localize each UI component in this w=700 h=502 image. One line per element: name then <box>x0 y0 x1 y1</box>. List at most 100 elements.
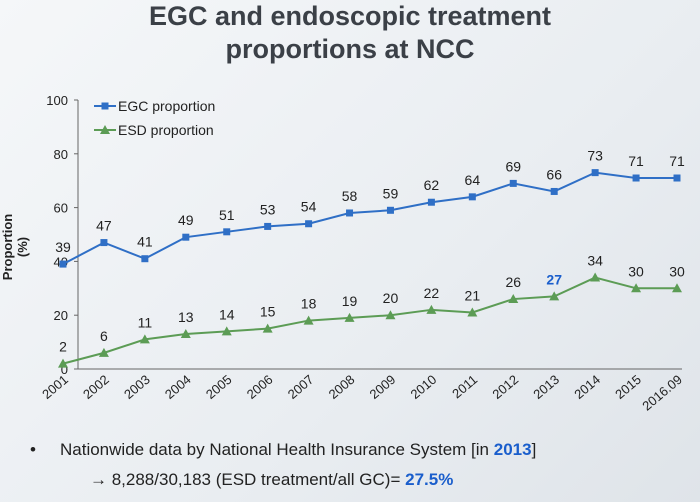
bullet-icon: • <box>30 440 36 459</box>
series-line-egc <box>62 171 677 265</box>
data-label-esd: 15 <box>260 304 276 320</box>
data-point-esd <box>672 283 682 293</box>
data-label-egc: 59 <box>383 185 399 201</box>
data-label-egc: 71 <box>628 153 644 169</box>
data-label-esd: 21 <box>465 288 481 304</box>
y-tick-label: 20 <box>54 308 68 323</box>
data-label-esd: 22 <box>424 285 440 301</box>
data-label-esd: 30 <box>669 263 685 279</box>
data-label-egc: 73 <box>587 148 603 164</box>
y-tick-label: 60 <box>54 201 68 216</box>
data-point-esd <box>221 326 232 336</box>
data-point-egc <box>305 220 313 228</box>
data-point-egc <box>223 228 231 236</box>
data-point-esd <box>549 291 560 301</box>
data-point-esd <box>631 283 642 293</box>
data-point-esd <box>180 329 191 339</box>
x-tick-label: 2005 <box>203 372 235 402</box>
data-label-egc: 49 <box>178 212 194 228</box>
data-label-esd: 2 <box>59 339 67 355</box>
data-label-esd: 27 <box>546 271 562 287</box>
data-label-egc: 47 <box>96 218 112 234</box>
legend-label: ESD proportion <box>118 122 214 138</box>
x-tick-label: 2006 <box>244 372 276 402</box>
data-point-egc <box>346 209 354 217</box>
data-point-egc <box>468 193 476 201</box>
x-tick-label: 2011 <box>449 372 480 401</box>
data-label-egc: 58 <box>342 188 358 204</box>
data-point-esd <box>590 272 601 282</box>
data-label-esd: 6 <box>100 328 108 344</box>
data-point-esd <box>262 323 273 333</box>
data-point-egc <box>427 198 435 206</box>
data-point-egc <box>673 174 681 182</box>
data-label-esd: 14 <box>219 306 235 322</box>
title-line-1: EGC and endoscopic treatment <box>148 1 552 31</box>
data-point-esd <box>303 315 314 325</box>
data-label-esd: 34 <box>587 253 603 269</box>
y-tick-label: 80 <box>54 147 68 162</box>
data-point-egc <box>59 260 67 268</box>
data-label-egc: 69 <box>505 158 521 174</box>
data-point-esd <box>508 294 519 304</box>
data-label-egc: 66 <box>546 166 562 182</box>
x-tick-label: 2004 <box>162 372 194 402</box>
x-tick-label: 2008 <box>326 372 358 402</box>
data-label-egc: 53 <box>260 201 276 217</box>
data-label-egc: 39 <box>55 239 71 255</box>
x-tick-label: 2003 <box>121 372 153 402</box>
line-chart: 0204060801002001200220032004200520062007… <box>39 93 685 414</box>
x-tick-label: 2007 <box>285 372 317 402</box>
data-point-egc <box>141 255 149 263</box>
data-point-esd <box>426 304 437 314</box>
data-point-esd <box>98 347 109 357</box>
data-point-esd <box>467 307 478 317</box>
x-tick-label: 2010 <box>408 372 440 402</box>
data-label-egc: 64 <box>465 172 481 188</box>
note-line-1: Nationwide data by National Health Insur… <box>60 440 536 460</box>
legend-marker-esd <box>100 125 110 134</box>
data-label-egc: 71 <box>669 153 685 169</box>
x-tick-label: 2009 <box>367 372 399 402</box>
note-percentage: 27.5% <box>405 470 454 489</box>
data-point-egc <box>550 187 558 195</box>
data-label-esd: 30 <box>628 263 644 279</box>
x-tick-label: 2016.09 <box>639 372 685 414</box>
data-label-esd: 26 <box>505 274 521 290</box>
y-tick-label: 100 <box>46 93 68 108</box>
y-tick-label: 0 <box>61 362 68 377</box>
legend-label: EGC proportion <box>118 98 215 114</box>
data-label-egc: 54 <box>301 199 317 215</box>
data-label-esd: 11 <box>138 314 153 330</box>
data-point-esd <box>344 312 355 322</box>
data-label-esd: 19 <box>342 293 358 309</box>
x-tick-label: 2015 <box>612 372 644 402</box>
data-point-egc <box>386 206 394 214</box>
data-label-esd: 20 <box>383 290 399 306</box>
x-tick-label: 2012 <box>489 372 521 402</box>
data-point-esd <box>385 310 396 320</box>
note-year: 2013 <box>493 440 532 459</box>
data-point-egc <box>264 222 272 230</box>
data-label-egc: 62 <box>424 177 440 193</box>
data-label-esd: 18 <box>301 296 317 312</box>
series-line-esd <box>62 276 677 365</box>
data-point-egc <box>591 169 599 177</box>
x-tick-label: 2014 <box>571 372 603 402</box>
title-line-2: proportions at NCC <box>225 34 475 64</box>
note-line-2: → 8,288/30,183 (ESD treatment/all GC)= 2… <box>90 470 453 490</box>
data-label-egc: 41 <box>137 234 153 250</box>
data-point-egc <box>100 239 108 247</box>
data-label-esd: 13 <box>178 309 194 325</box>
data-label-egc: 51 <box>219 207 235 223</box>
x-tick-label: 2002 <box>80 372 112 402</box>
data-point-egc <box>632 174 640 182</box>
note-line-1-suffix: ] <box>531 440 537 459</box>
data-point-esd <box>58 358 68 368</box>
data-point-esd <box>139 334 150 344</box>
note-line-2-prefix: → 8,288/30,183 (ESD treatment/all GC)= <box>90 470 406 489</box>
x-tick-label: 2013 <box>530 372 562 402</box>
legend-marker-egc <box>101 102 109 110</box>
note-line-1-prefix: Nationwide data by National Health Insur… <box>60 440 494 459</box>
